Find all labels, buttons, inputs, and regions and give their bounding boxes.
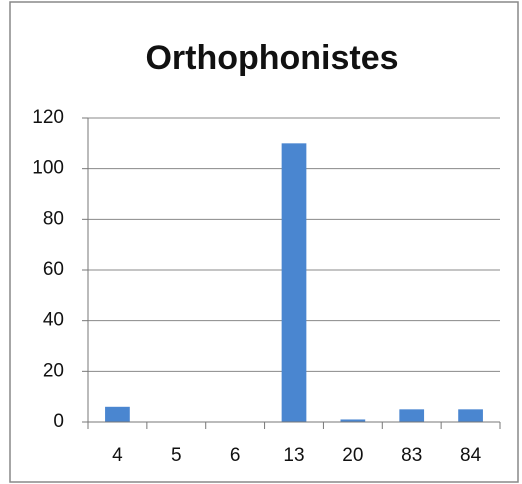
bar: [399, 409, 425, 422]
x-tick-label: 5: [171, 445, 182, 466]
y-tick-label: 60: [43, 259, 64, 280]
x-tick-label: 4: [112, 445, 123, 466]
bar: [105, 406, 130, 422]
bar: [340, 419, 366, 422]
x-tick-label: 84: [460, 445, 482, 466]
y-tick-label: 40: [43, 310, 64, 331]
x-tick-label: 13: [283, 445, 304, 466]
chart-title: Orthophonistes: [145, 39, 398, 77]
x-tick-label: 20: [342, 445, 363, 466]
y-tick-label: 80: [43, 208, 64, 229]
y-tick-label: 20: [43, 360, 64, 381]
y-tick-label: 120: [32, 107, 64, 128]
y-tick-label: 0: [53, 411, 64, 432]
x-tick-label: 83: [401, 445, 422, 466]
bar: [281, 143, 307, 423]
bar: [458, 409, 483, 422]
y-tick-label: 100: [32, 158, 64, 179]
x-tick-label: 6: [230, 445, 241, 466]
chart-frame: [9, 1, 519, 483]
